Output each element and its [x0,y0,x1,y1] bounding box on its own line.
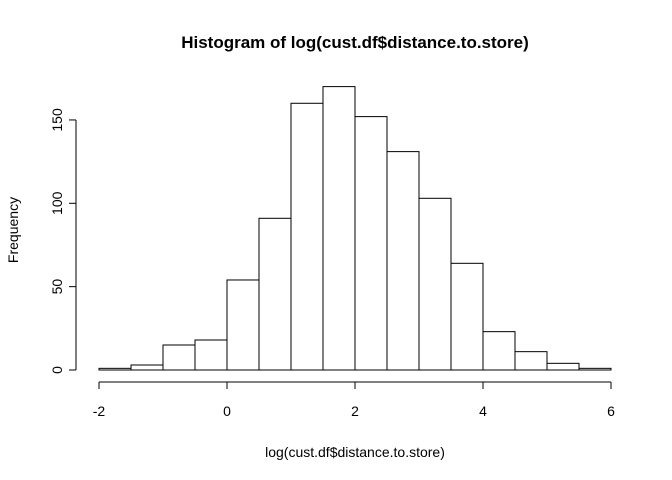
x-tick-label-3: 4 [479,403,487,419]
x-tick-label-1: 0 [223,403,231,419]
y-axis: 0 50 100 150 [49,108,77,374]
histogram-bar-15 [578,367,612,371]
histogram-bar-6 [290,102,324,371]
histogram-bar-9 [386,151,420,371]
histogram-bar-12 [482,331,516,371]
histogram-bar-10 [418,197,452,371]
x-axis-label: log(cust.df$distance.to.store) [265,444,445,460]
y-tick-label-3: 150 [49,108,65,132]
chart-title: Histogram of log(cust.df$distance.to.sto… [181,33,529,52]
histogram-bar-14 [546,362,580,371]
histogram-bar-0 [98,367,132,371]
histogram-bar-13 [514,351,548,371]
y-axis-label: Frequency [5,197,21,263]
y-tick-label-2: 100 [49,191,65,215]
histogram-bar-8 [354,116,388,371]
histogram-bar-4 [226,279,260,371]
histogram-bar-2 [162,344,196,371]
histogram-bar-11 [450,262,484,371]
y-tick-label-0: 0 [49,366,65,374]
y-tick-label-1: 50 [49,279,65,295]
bars-group [98,86,612,371]
x-tick-label-0: -2 [93,403,106,419]
histogram-bar-3 [194,339,228,371]
x-tick-label-4: 6 [607,403,615,419]
x-tick-label-2: 2 [351,403,359,419]
histogram-bar-5 [258,217,292,371]
x-axis: -2 0 2 4 6 [93,381,615,419]
histogram-bar-7 [322,86,356,371]
histogram-bar-1 [130,364,164,371]
